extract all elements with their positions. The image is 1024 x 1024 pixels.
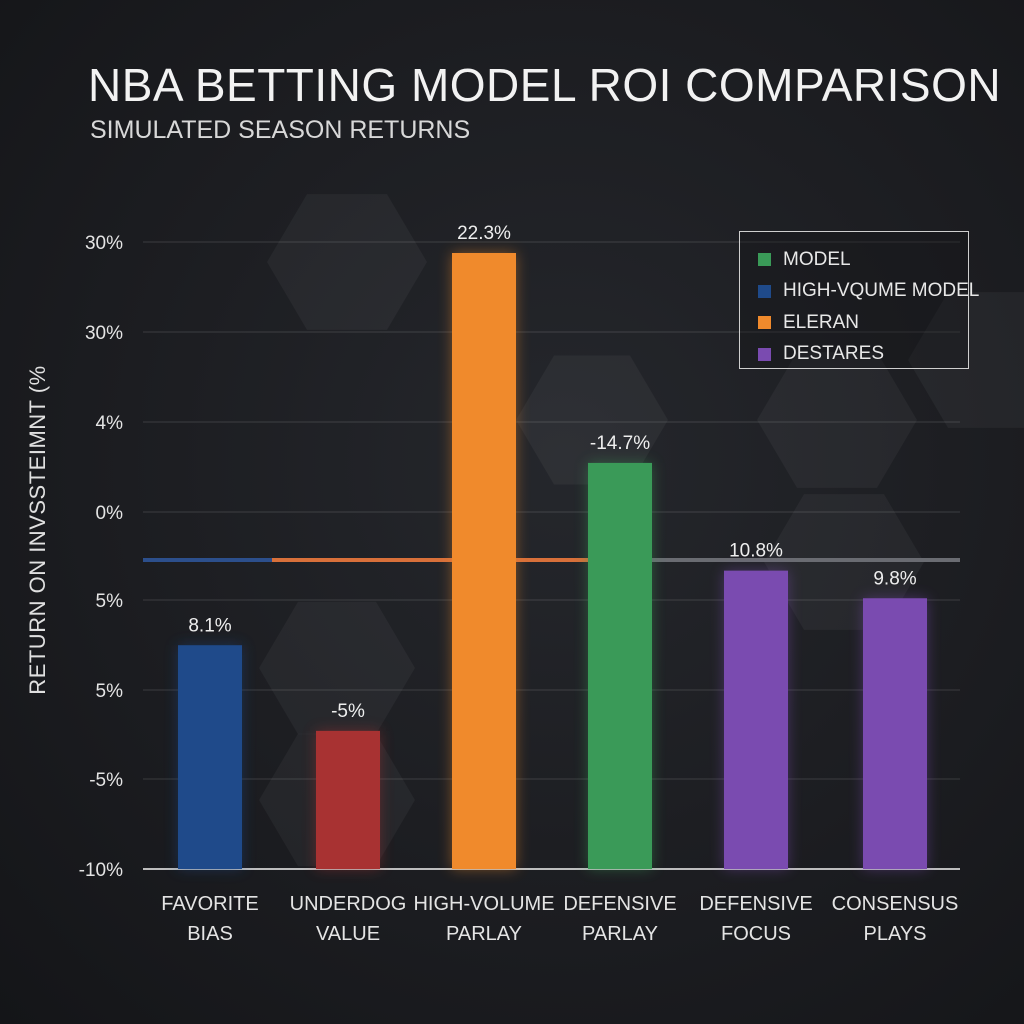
data-label: 8.1% [188,615,231,636]
legend-swatch [758,253,771,267]
legend-swatch [758,347,771,361]
bar [863,598,927,869]
legend-item-destares: DESTARES [758,339,968,371]
y-tick-label: 30% [85,233,123,254]
hexagon-decoration [259,601,415,735]
hexagon-decoration [267,194,427,330]
legend-label: ELERAN [783,311,860,333]
bar [452,253,516,869]
y-tick-label: 5% [96,681,124,702]
data-label: -14.7% [590,433,650,454]
x-tick-label: VALUE [316,923,380,945]
chart-subtitle: SIMULATED SEASON RETURNS [90,116,471,144]
x-tick-label: CONSENSUS [832,893,959,915]
y-tick-label: -10% [79,860,123,881]
legend-item-eleran: ELERAN [758,307,968,339]
bar [724,570,788,869]
x-tick-label: BIAS [187,923,233,945]
y-tick-label: 0% [96,503,124,524]
y-tick-label: 5% [96,591,124,612]
x-tick-label: HIGH-VOLUME [413,893,554,915]
x-tick-label: FOCUS [721,923,791,945]
data-label: 22.3% [457,223,511,244]
legend-swatch [758,284,771,298]
x-tick-label: UNDERDOG [290,893,407,915]
y-tick-label: -5% [89,770,123,791]
x-tick-label: PARLAY [582,923,658,945]
legend-item-model: MODEL [758,244,968,276]
hexagon-decoration [757,352,917,488]
x-tick-label: PLAYS [864,923,927,945]
hexagon-decoration [516,355,668,485]
bar [588,462,652,869]
data-label: 10.8% [729,541,783,562]
chart-title: NBA BETTING MODEL ROI COMPARISON [88,59,1002,111]
x-tick-label: FAVORITE [161,893,258,915]
x-tick-label: PARLAY [446,923,522,945]
bar [316,730,380,869]
y-tick-label: 30% [85,323,123,344]
x-tick-label: DEFENSIVE [563,893,676,915]
bar [178,645,242,869]
data-label: -5% [331,701,365,722]
data-label: 9.8% [873,568,916,589]
y-tick-label: 4% [96,413,124,434]
legend: MODEL HIGH-VQUME MODEL ELERAN DESTARES [739,231,979,371]
legend-item-high-volume-model: HIGH-VQUME MODEL [758,276,979,308]
legend-label: HIGH-VQUME MODEL [783,280,980,302]
legend-swatch [758,316,771,330]
x-tick-label: DEFENSIVE [699,893,812,915]
legend-label: DESTARES [783,343,885,365]
hexagon-decoration [908,292,1024,428]
legend-label: MODEL [783,248,851,270]
